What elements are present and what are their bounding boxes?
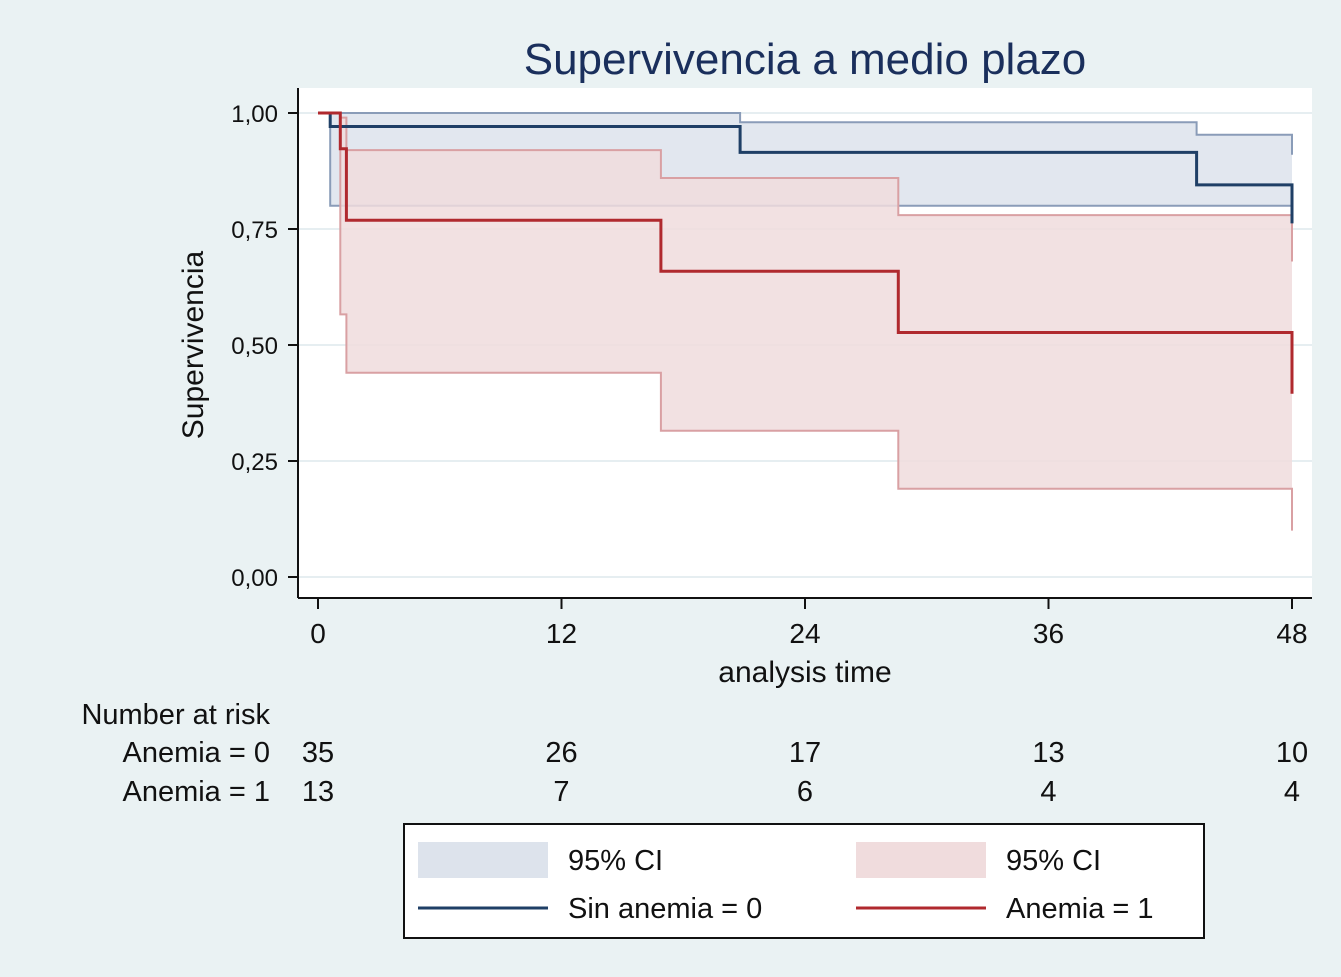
- risk-value-0-4: 10: [1276, 737, 1308, 769]
- chart-title: Supervivencia a medio plazo: [524, 35, 1087, 84]
- legend-swatch-0: [418, 842, 548, 878]
- x-axis-label: analysis time: [718, 656, 891, 689]
- risk-value-1-2: 6: [797, 776, 813, 808]
- ytick-label-4: 1,00: [231, 101, 278, 128]
- ci-upper-0: [318, 112, 1293, 155]
- xtick-label-4: 48: [1276, 618, 1307, 649]
- risk-row-label-1: Anemia = 1: [122, 776, 270, 808]
- ci-band-1: [318, 113, 1292, 531]
- legend-label-3: Anemia = 1: [1006, 893, 1154, 925]
- survival-line-0: [318, 111, 1294, 224]
- risk-value-1-3: 4: [1040, 776, 1056, 808]
- legend-label-0: 95% CI: [568, 845, 663, 877]
- risk-value-0-2: 17: [789, 737, 821, 769]
- xtick-label-1: 12: [546, 618, 577, 649]
- survival-lines: [318, 111, 1294, 394]
- risk-table: Anemia = 0 35 26 17 13 10 Anemia = 1 13 7 6 4 4: [122, 737, 1308, 808]
- risk-value-0-1: 26: [545, 737, 577, 769]
- ytick-label-3: 0,75: [231, 217, 278, 244]
- xtick-label-3: 36: [1033, 618, 1064, 649]
- risk-value-0-0: 35: [302, 737, 334, 769]
- y-ticks: 0,00 0,25 0,50 0,75 1,00: [231, 101, 298, 592]
- xtick-label-0: 0: [310, 618, 326, 649]
- ytick-label-2: 0,50: [231, 333, 278, 360]
- legend-label-2: Sin anemia = 0: [568, 893, 762, 925]
- y-axis-label: Supervivencia: [177, 250, 210, 439]
- risk-value-1-0: 13: [302, 776, 334, 808]
- ytick-label-0: 0,00: [231, 565, 278, 592]
- risk-row-label-0: Anemia = 0: [122, 737, 270, 769]
- survival-line-1: [318, 111, 1294, 394]
- risk-table-header: Number at risk: [81, 699, 270, 731]
- ytick-label-1: 0,25: [231, 449, 278, 476]
- x-ticks: 0 12 24 36 48: [310, 598, 1308, 649]
- ci-layer: [318, 112, 1293, 531]
- legend-label-1: 95% CI: [1006, 845, 1101, 877]
- legend-swatch-1: [856, 842, 986, 878]
- risk-value-0-3: 13: [1032, 737, 1064, 769]
- risk-value-1-1: 7: [553, 776, 569, 808]
- ci-lower-1: [318, 112, 1293, 531]
- xtick-label-2: 24: [789, 618, 820, 649]
- risk-value-1-4: 4: [1284, 776, 1300, 808]
- legend: 95% CI 95% CI Sin anemia = 0 Anemia = 1: [418, 842, 1154, 925]
